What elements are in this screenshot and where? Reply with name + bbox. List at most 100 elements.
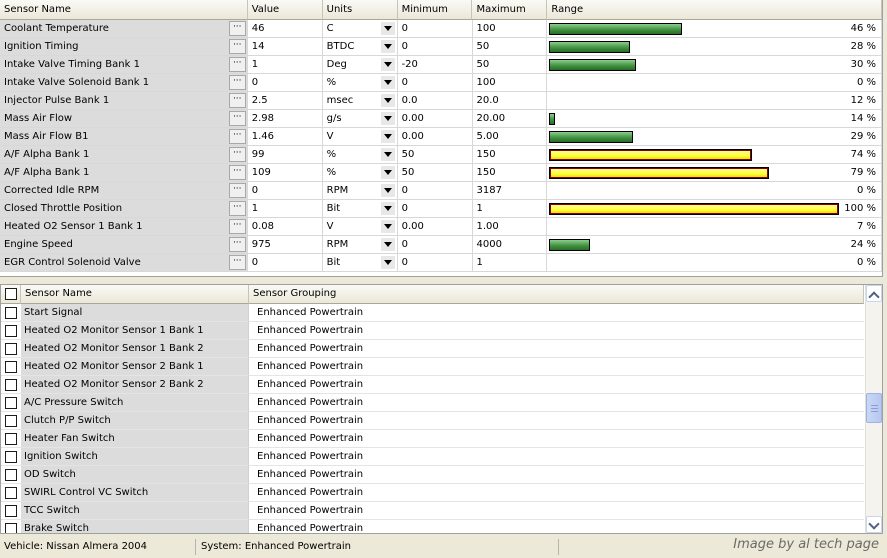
sensor-options-button[interactable]: ···: [228, 255, 246, 270]
sensor-options-button[interactable]: ···: [228, 39, 246, 54]
scroll-up-arrow-icon[interactable]: [866, 285, 882, 302]
chevron-down-icon[interactable]: [380, 166, 395, 179]
sensor-checkbox[interactable]: [5, 379, 17, 391]
chevron-down-icon[interactable]: [380, 238, 395, 251]
col-header-units[interactable]: Units: [322, 0, 398, 20]
sensor-row[interactable]: Engine Speed ··· 975 RPM 0 4000 24 %: [0, 236, 882, 254]
sensor-options-button[interactable]: ···: [228, 183, 246, 198]
chevron-down-icon[interactable]: [380, 130, 395, 143]
sensor-checkbox[interactable]: [5, 487, 17, 499]
sensor-list-row[interactable]: SWIRL Control VC Switch Enhanced Powertra…: [1, 484, 882, 502]
scroll-thumb[interactable]: [866, 393, 882, 423]
col-header-maximum[interactable]: Maximum: [472, 0, 548, 20]
pane-splitter[interactable]: [0, 277, 887, 284]
sensor-list-row[interactable]: Heater Fan Switch Enhanced Powertrain: [1, 430, 882, 448]
sensor-checkbox[interactable]: [5, 325, 17, 337]
col-header-sensor-name[interactable]: Sensor Name: [0, 0, 248, 20]
sensor-list-row[interactable]: Clutch P/P Switch Enhanced Powertrain: [1, 412, 882, 430]
sensor-row[interactable]: A/F Alpha Bank 1 ··· 99% 50 150 74 %: [0, 146, 882, 164]
range-bar: [549, 167, 770, 179]
sensor-options-button[interactable]: ···: [228, 57, 246, 72]
sensor-checkbox[interactable]: [5, 307, 17, 319]
sensor-row[interactable]: Mass Air Flow ··· 2.98 g/s 0.00 20.00 14 %: [0, 110, 882, 128]
sensor-maximum: 20.0: [472, 92, 548, 110]
sensor-row[interactable]: Injector Pulse Bank 1 ··· 2.5 msec 0.0 20.0 12…: [0, 92, 882, 110]
col-header-value[interactable]: Value: [247, 0, 323, 20]
sensor-grouping: Enhanced Powertrain: [249, 412, 864, 430]
scroll-down-arrow-icon[interactable]: [866, 516, 882, 533]
sensor-row[interactable]: EGR Control Solenoid Valve ··· 0 Bit 0 1 0 %: [0, 254, 882, 272]
sensor-checkbox[interactable]: [5, 433, 17, 445]
range-percent: 0 %: [856, 257, 877, 268]
sensor-row[interactable]: Closed Throttle Position ··· 1 Bit 0 1 100 %: [0, 200, 882, 218]
chevron-down-icon[interactable]: [380, 58, 395, 71]
sensor-name: A/F Alpha Bank 1: [4, 149, 90, 160]
sensor-options-button[interactable]: ···: [228, 165, 246, 180]
chevron-down-icon[interactable]: [380, 220, 395, 233]
sensor-row[interactable]: Ignition Timing ··· 14 BTDC 0 50 28 %: [0, 38, 882, 56]
sensor-checkbox[interactable]: [5, 469, 17, 481]
chevron-down-icon[interactable]: [380, 184, 395, 197]
sensor-options-button[interactable]: ···: [228, 111, 246, 126]
sensor-list-row[interactable]: Heated O2 Monitor Sensor 2 Bank 2 Enhance…: [1, 376, 882, 394]
sensor-row[interactable]: Intake Valve Solenoid Bank 1 ··· 0% 0 100 0 %: [0, 74, 882, 92]
sensor-row[interactable]: Mass Air Flow B1 ··· 1.46 V 0.00 5.00 29 %: [0, 128, 882, 146]
chevron-down-icon[interactable]: [380, 40, 395, 53]
sensor-row[interactable]: Heated O2 Sensor 1 Bank 1 ··· 0.08 V 0.00 1.0…: [0, 218, 882, 236]
sensor-checkbox[interactable]: [5, 451, 17, 463]
sensor-options-button[interactable]: ···: [228, 201, 246, 216]
sensor-name: Mass Air Flow B1: [4, 131, 89, 142]
sensor-options-button[interactable]: ···: [228, 147, 246, 162]
sensor-list-name: Brake Switch: [21, 520, 249, 533]
sensor-list-row[interactable]: Heated O2 Monitor Sensor 2 Bank 1 Enhance…: [1, 358, 882, 376]
col-header-minimum[interactable]: Minimum: [397, 0, 473, 20]
sensor-options-button[interactable]: ···: [228, 93, 246, 108]
sensor-options-button[interactable]: ···: [228, 237, 246, 252]
sensor-name: Coolant Temperature: [4, 23, 109, 34]
sensor-checkbox-cell: [1, 304, 21, 322]
chevron-down-icon[interactable]: [380, 202, 395, 215]
sensor-name: Ignition Timing: [4, 41, 79, 52]
select-all-checkbox[interactable]: [5, 288, 17, 300]
sensor-checkbox[interactable]: [5, 523, 17, 533]
sensor-list-row[interactable]: Heated O2 Monitor Sensor 1 Bank 2 Enhance…: [1, 340, 882, 358]
sensor-checkbox[interactable]: [5, 343, 17, 355]
sensor-row[interactable]: Corrected Idle RPM ··· 0 RPM 0 3187 0 %: [0, 182, 882, 200]
sensor-list-row[interactable]: TCC Switch Enhanced Powertrain: [1, 502, 882, 520]
sensor-list-row[interactable]: Heated O2 Monitor Sensor 1 Bank 1 Enhance…: [1, 322, 882, 340]
sensor-minimum: 0.00: [397, 128, 473, 146]
sensor-checkbox[interactable]: [5, 415, 17, 427]
col-header-sensor-grouping[interactable]: Sensor Grouping: [249, 285, 864, 304]
chevron-down-icon[interactable]: [380, 256, 395, 269]
sensor-checkbox[interactable]: [5, 505, 17, 517]
sensor-row[interactable]: A/F Alpha Bank 1 ··· 109% 50 150 79 %: [0, 164, 882, 182]
sensor-minimum: 0: [397, 236, 473, 254]
chevron-down-icon[interactable]: [380, 76, 395, 89]
sensor-list-row[interactable]: OD Switch Enhanced Powertrain: [1, 466, 882, 484]
sensor-name-cell: Intake Valve Timing Bank 1 ···: [0, 56, 248, 74]
sensor-checkbox[interactable]: [5, 361, 17, 373]
sensor-list-row[interactable]: Ignition Switch Enhanced Powertrain: [1, 448, 882, 466]
chevron-down-icon[interactable]: [380, 22, 395, 35]
sensor-options-button[interactable]: ···: [228, 75, 246, 90]
chevron-down-icon[interactable]: [380, 112, 395, 125]
sensor-list-name: Heated O2 Monitor Sensor 2 Bank 1: [21, 358, 249, 376]
col-header-range[interactable]: Range: [547, 0, 882, 20]
range-cell: 30 %: [547, 56, 882, 74]
sensor-list-row[interactable]: A/C Pressure Switch Enhanced Powertrain: [1, 394, 882, 412]
sensor-list-row[interactable]: Start Signal Enhanced Powertrain: [1, 304, 882, 322]
sensor-options-button[interactable]: ···: [228, 21, 246, 36]
range-bar-track: [549, 239, 839, 251]
sensor-options-button[interactable]: ···: [228, 219, 246, 234]
sensor-checkbox[interactable]: [5, 397, 17, 409]
sensor-options-button[interactable]: ···: [228, 129, 246, 144]
chevron-down-icon[interactable]: [380, 148, 395, 161]
sensor-list-row[interactable]: Brake Switch Enhanced Powertrain: [1, 520, 882, 533]
sensor-row[interactable]: Coolant Temperature ··· 46 C 0 100 46 %: [0, 20, 882, 38]
vertical-scrollbar[interactable]: [865, 285, 882, 533]
sensor-checkbox-cell: [1, 412, 21, 430]
chevron-down-icon[interactable]: [380, 94, 395, 107]
sensor-row[interactable]: Intake Valve Timing Bank 1 ··· 1 Deg -20 50 30…: [0, 56, 882, 74]
sensor-minimum: 50: [397, 146, 473, 164]
col-header-sensor-name-list[interactable]: Sensor Name: [21, 285, 249, 304]
